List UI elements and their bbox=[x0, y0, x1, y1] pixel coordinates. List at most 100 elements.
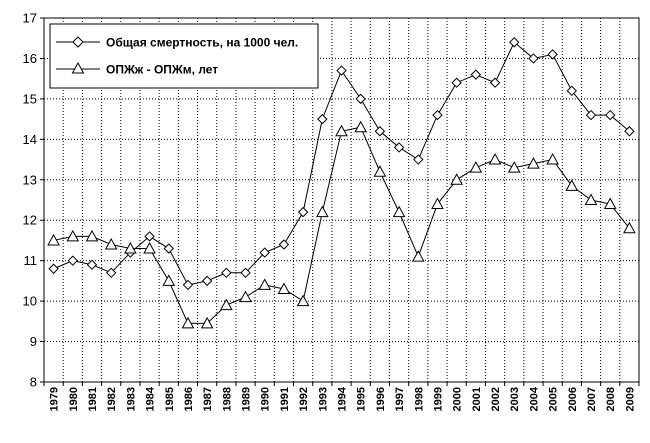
data-point-triangle bbox=[546, 153, 559, 165]
x-tick-label: 1987 bbox=[202, 387, 214, 411]
data-point-triangle bbox=[181, 316, 195, 329]
data-point-diamond bbox=[48, 263, 59, 274]
data-point-triangle bbox=[584, 193, 598, 205]
x-tick-label: 2001 bbox=[471, 387, 483, 411]
data-point-diamond bbox=[221, 267, 232, 279]
y-tick-label: 8 bbox=[30, 375, 37, 390]
data-point-triangle bbox=[411, 250, 425, 262]
data-point-triangle bbox=[335, 124, 348, 137]
x-tick-label: 1992 bbox=[298, 387, 310, 411]
data-point-triangle bbox=[200, 316, 214, 329]
y-tick-label: 17 bbox=[23, 11, 37, 26]
y-tick-label: 13 bbox=[23, 172, 37, 187]
x-tick-label: 2002 bbox=[490, 387, 502, 411]
x-tick-label: 1980 bbox=[68, 387, 80, 411]
data-point-triangle bbox=[277, 282, 291, 294]
data-point-diamond bbox=[547, 49, 558, 60]
data-point-triangle bbox=[66, 229, 80, 242]
x-tick-label: 1998 bbox=[413, 387, 425, 411]
data-point-triangle bbox=[373, 165, 387, 177]
x-tick-label: 2003 bbox=[509, 387, 521, 411]
data-point-diamond bbox=[163, 243, 174, 254]
data-point-triangle bbox=[354, 120, 368, 133]
data-point-triangle bbox=[469, 161, 483, 173]
data-point-diamond bbox=[566, 85, 578, 97]
data-point-triangle bbox=[603, 197, 617, 210]
x-tick-label: 1993 bbox=[317, 387, 329, 411]
data-point-diamond bbox=[413, 154, 424, 165]
data-point-triangle bbox=[565, 179, 579, 191]
data-point-triangle bbox=[258, 278, 272, 290]
data-point-triangle bbox=[488, 153, 502, 165]
x-axis-ticks: 1979 1980 1981 1982 1983 1984 1985 1986 1987 1988… bbox=[49, 386, 637, 411]
data-point-diamond bbox=[317, 113, 328, 125]
x-tick-label: 1985 bbox=[164, 387, 176, 411]
data-point-triangle bbox=[431, 197, 444, 210]
x-tick-label: 1984 bbox=[145, 386, 157, 411]
x-tick-label: 2009 bbox=[624, 387, 636, 411]
x-tick-label: 2005 bbox=[548, 387, 560, 411]
legend-marker-triangle bbox=[71, 61, 85, 74]
y-tick-label: 15 bbox=[23, 91, 37, 106]
y-axis-ticks: 8 9 10 11 12 13 14 15 16 17 bbox=[23, 11, 37, 390]
x-tick-label: 1982 bbox=[106, 387, 118, 411]
plot-area-frame bbox=[43, 17, 640, 383]
data-point-diamond bbox=[240, 267, 251, 279]
data-point-diamond bbox=[528, 53, 539, 64]
data-point-diamond bbox=[86, 259, 98, 270]
data-point-diamond bbox=[278, 239, 290, 250]
x-tick-label: 1989 bbox=[241, 387, 253, 411]
data-point-triangle bbox=[143, 241, 156, 254]
data-point-triangle bbox=[450, 173, 464, 185]
data-point-triangle bbox=[162, 274, 176, 286]
data-point-triangle bbox=[296, 294, 310, 307]
legend-label-gap: ОПЖж - ОПЖм, лет bbox=[106, 63, 218, 77]
x-tick-label: 1999 bbox=[432, 387, 444, 411]
data-point-diamond bbox=[489, 77, 501, 88]
data-point-diamond bbox=[451, 77, 462, 88]
x-tick-label: 2007 bbox=[586, 387, 598, 411]
legend-marker-diamond bbox=[72, 36, 84, 48]
data-point-diamond bbox=[144, 231, 155, 242]
x-tick-label: 1986 bbox=[183, 387, 195, 411]
x-tick-label: 1995 bbox=[356, 387, 368, 411]
y-tick-label: 9 bbox=[30, 334, 37, 349]
data-point-triangle bbox=[239, 290, 252, 303]
x-tick-label: 2008 bbox=[605, 387, 617, 411]
data-point-triangle bbox=[315, 205, 329, 218]
data-point-diamond bbox=[509, 37, 520, 48]
data-point-diamond bbox=[374, 126, 386, 137]
data-point-triangle bbox=[219, 298, 233, 311]
data-point-diamond bbox=[393, 142, 405, 153]
data-point-diamond bbox=[336, 65, 347, 76]
axes bbox=[40, 17, 640, 386]
y-tick-label: 12 bbox=[23, 213, 37, 228]
x-tick-label: 1979 bbox=[49, 387, 61, 411]
data-point-triangle bbox=[623, 221, 636, 234]
data-point-diamond bbox=[297, 206, 309, 218]
y-tick-label: 16 bbox=[23, 51, 37, 66]
y-tick-label: 11 bbox=[24, 253, 38, 268]
x-tick-label: 2006 bbox=[567, 387, 579, 411]
x-tick-label: 2000 bbox=[452, 387, 464, 411]
x-tick-label: 1988 bbox=[221, 387, 233, 411]
y-tick-label: 10 bbox=[23, 294, 37, 309]
data-point-triangle bbox=[104, 237, 118, 250]
series-diamond bbox=[48, 37, 635, 291]
data-point-triangle bbox=[124, 241, 137, 254]
x-tick-label: 1997 bbox=[394, 387, 406, 411]
data-point-triangle bbox=[527, 157, 540, 169]
series-group bbox=[47, 37, 636, 329]
data-point-diamond bbox=[432, 109, 443, 121]
x-tick-label: 2004 bbox=[528, 386, 540, 411]
series-triangle bbox=[47, 120, 636, 329]
legend-label-mortality: Общая смертность, на 1000 чел. bbox=[106, 36, 298, 50]
x-tick-label: 1990 bbox=[260, 387, 272, 411]
data-point-diamond bbox=[259, 247, 270, 258]
x-tick-label: 1994 bbox=[337, 386, 349, 411]
data-point-diamond bbox=[182, 279, 194, 291]
data-point-diamond bbox=[355, 93, 366, 105]
data-point-triangle bbox=[392, 205, 406, 218]
data-point-diamond bbox=[605, 109, 616, 121]
